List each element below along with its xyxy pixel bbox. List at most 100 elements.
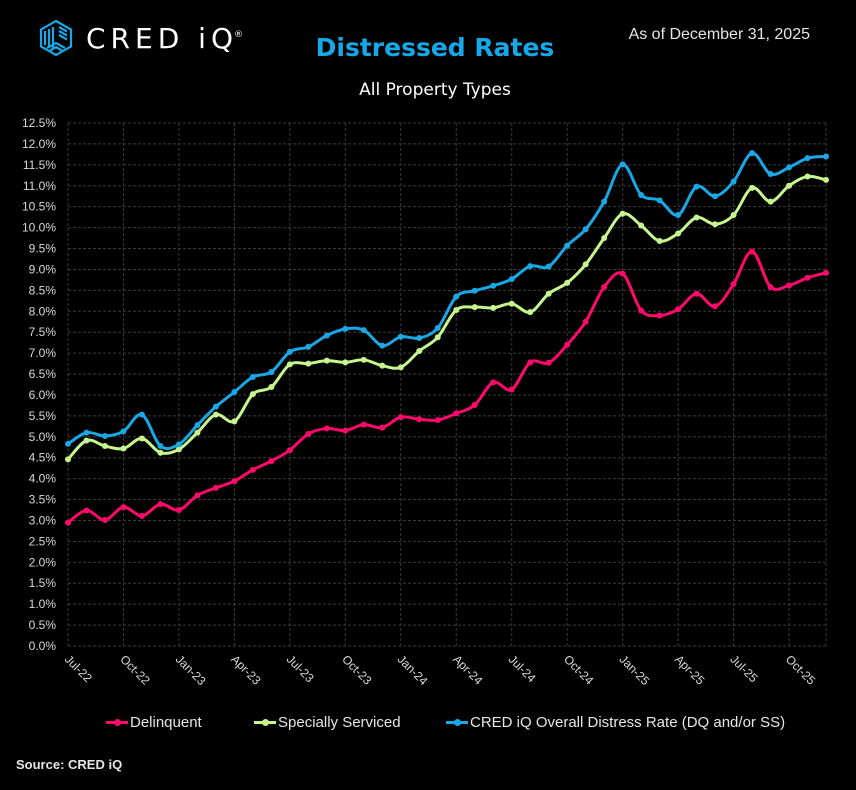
data-point[interactable] bbox=[305, 360, 312, 367]
data-point[interactable] bbox=[101, 517, 108, 524]
data-point[interactable] bbox=[65, 456, 71, 463]
data-point[interactable] bbox=[120, 504, 127, 511]
data-point[interactable] bbox=[120, 445, 127, 452]
data-point[interactable] bbox=[638, 222, 645, 229]
data-point[interactable] bbox=[545, 359, 552, 366]
data-point[interactable] bbox=[83, 429, 90, 436]
data-point[interactable] bbox=[268, 458, 275, 465]
data-point[interactable] bbox=[823, 176, 829, 183]
data-point[interactable] bbox=[286, 348, 293, 355]
data-point[interactable] bbox=[490, 379, 497, 386]
data-point[interactable] bbox=[527, 263, 534, 270]
data-point[interactable] bbox=[712, 193, 719, 200]
data-point[interactable] bbox=[601, 198, 608, 205]
data-point[interactable] bbox=[138, 411, 145, 418]
data-point[interactable] bbox=[194, 429, 201, 436]
data-point[interactable] bbox=[268, 384, 275, 391]
data-point[interactable] bbox=[619, 210, 626, 217]
data-point[interactable] bbox=[767, 198, 774, 205]
data-point[interactable] bbox=[138, 512, 145, 519]
data-point[interactable] bbox=[286, 447, 293, 454]
data-point[interactable] bbox=[323, 357, 330, 364]
data-point[interactable] bbox=[138, 435, 145, 442]
data-point[interactable] bbox=[175, 441, 182, 448]
data-point[interactable] bbox=[323, 425, 330, 432]
data-point[interactable] bbox=[490, 304, 497, 311]
data-point[interactable] bbox=[416, 348, 423, 355]
data-point[interactable] bbox=[360, 356, 367, 363]
data-point[interactable] bbox=[101, 432, 108, 439]
data-point[interactable] bbox=[582, 318, 589, 325]
data-point[interactable] bbox=[453, 307, 460, 314]
data-point[interactable] bbox=[342, 427, 349, 434]
data-point[interactable] bbox=[804, 173, 811, 180]
data-point[interactable] bbox=[749, 184, 756, 191]
data-point[interactable] bbox=[804, 274, 811, 281]
data-point[interactable] bbox=[194, 422, 201, 429]
data-point[interactable] bbox=[83, 507, 90, 514]
data-point[interactable] bbox=[490, 282, 497, 289]
data-point[interactable] bbox=[730, 212, 737, 219]
data-point[interactable] bbox=[65, 440, 71, 447]
data-point[interactable] bbox=[786, 164, 793, 171]
data-point[interactable] bbox=[101, 443, 108, 450]
data-point[interactable] bbox=[749, 150, 756, 157]
data-point[interactable] bbox=[249, 373, 256, 380]
data-point[interactable] bbox=[582, 226, 589, 233]
data-point[interactable] bbox=[434, 417, 441, 424]
data-point[interactable] bbox=[712, 303, 719, 310]
data-point[interactable] bbox=[83, 437, 90, 444]
data-point[interactable] bbox=[471, 304, 478, 311]
data-point[interactable] bbox=[675, 212, 682, 219]
legend-item-delinquent[interactable]: Delinquent bbox=[106, 714, 202, 731]
data-point[interactable] bbox=[379, 362, 386, 369]
data-point[interactable] bbox=[527, 359, 534, 366]
data-point[interactable] bbox=[786, 182, 793, 189]
data-point[interactable] bbox=[231, 478, 238, 485]
data-point[interactable] bbox=[693, 214, 700, 221]
data-point[interactable] bbox=[342, 359, 349, 366]
data-point[interactable] bbox=[434, 334, 441, 341]
data-point[interactable] bbox=[471, 287, 478, 294]
data-point[interactable] bbox=[656, 197, 663, 204]
data-point[interactable] bbox=[619, 270, 626, 277]
data-point[interactable] bbox=[767, 171, 774, 178]
data-point[interactable] bbox=[823, 153, 829, 160]
data-point[interactable] bbox=[730, 281, 737, 288]
data-point[interactable] bbox=[453, 410, 460, 417]
data-point[interactable] bbox=[231, 418, 238, 425]
data-point[interactable] bbox=[527, 309, 534, 316]
data-point[interactable] bbox=[453, 293, 460, 300]
data-point[interactable] bbox=[416, 335, 423, 342]
data-point[interactable] bbox=[286, 361, 293, 368]
legend-item-overall[interactable]: CRED iQ Overall Distress Rate (DQ and/or… bbox=[446, 714, 785, 731]
data-point[interactable] bbox=[194, 492, 201, 499]
data-point[interactable] bbox=[693, 290, 700, 297]
legend-item-specially-serviced[interactable]: Specially Serviced bbox=[254, 714, 401, 731]
data-point[interactable] bbox=[120, 428, 127, 435]
data-point[interactable] bbox=[545, 263, 552, 270]
data-point[interactable] bbox=[767, 284, 774, 291]
data-point[interactable] bbox=[675, 306, 682, 313]
data-point[interactable] bbox=[397, 414, 404, 421]
data-point[interactable] bbox=[601, 235, 608, 242]
data-point[interactable] bbox=[157, 443, 164, 450]
data-point[interactable] bbox=[397, 333, 404, 340]
data-point[interactable] bbox=[804, 155, 811, 162]
data-point[interactable] bbox=[508, 300, 515, 307]
data-point[interactable] bbox=[582, 261, 589, 268]
data-point[interactable] bbox=[397, 364, 404, 371]
data-point[interactable] bbox=[601, 284, 608, 291]
data-point[interactable] bbox=[212, 411, 219, 418]
data-point[interactable] bbox=[564, 242, 571, 249]
data-point[interactable] bbox=[175, 507, 182, 514]
data-point[interactable] bbox=[65, 519, 71, 526]
data-point[interactable] bbox=[471, 402, 478, 409]
data-point[interactable] bbox=[508, 276, 515, 283]
data-point[interactable] bbox=[712, 221, 719, 228]
data-point[interactable] bbox=[434, 325, 441, 332]
data-point[interactable] bbox=[175, 446, 182, 453]
data-point[interactable] bbox=[212, 484, 219, 491]
data-point[interactable] bbox=[231, 389, 238, 396]
data-point[interactable] bbox=[508, 386, 515, 393]
